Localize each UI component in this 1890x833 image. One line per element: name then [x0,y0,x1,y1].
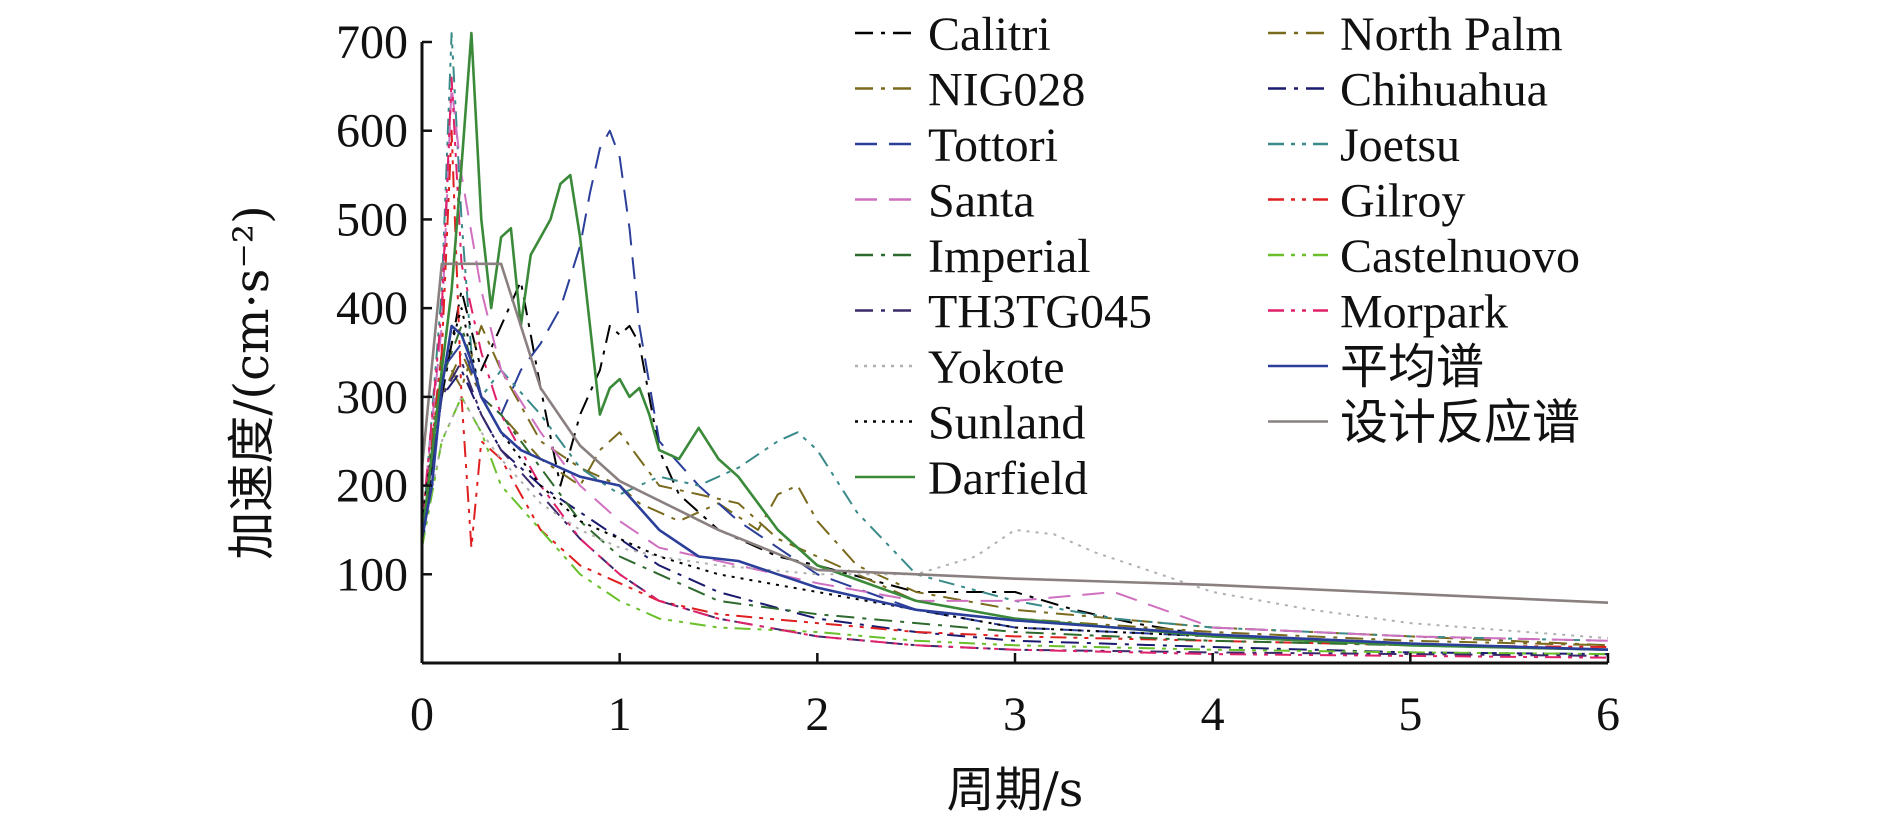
legend-label: Gilroy [1340,175,1465,228]
legend-label: 平均谱 [1340,341,1484,394]
series-line [421,280,1609,651]
series-lines [420,31,1609,659]
y-tick-label: 600 [336,105,408,158]
tick-labels: 0 1 2 3 4 5 6 100 200 300 400 500 600 700 [336,16,1620,741]
legend-label: Darfield [928,452,1088,505]
legend: CalitriNIG028TottoriSantaImperialTH3TG04… [855,8,1580,505]
y-tick-label: 700 [336,16,408,69]
y-axis-title: 加速度/(cm·s⁻²) [224,205,280,560]
y-tick-label: 100 [336,548,408,601]
series-line [421,129,1609,648]
y-tick-label: 300 [336,371,408,424]
legend-label: NIG028 [928,64,1085,117]
legend-label: TH3TG045 [928,286,1152,339]
legend-label: 设计反应谱 [1340,397,1580,450]
x-tick-label: 2 [805,688,829,741]
series-line [420,324,1609,651]
series-line [421,369,1609,656]
legend-label: Calitri [928,8,1051,61]
y-tick-label: 200 [336,460,408,513]
y-tick-label: 400 [336,282,408,335]
series-line [421,360,1609,657]
series-line [420,262,1609,604]
legend-label: Imperial [928,230,1091,283]
series-line [421,395,1609,656]
x-tick-label: 5 [1398,688,1422,741]
series-line [421,307,1609,651]
legend-label: North Palm [1340,8,1563,61]
legend-label: Castelnuovo [1340,230,1580,283]
series-line [421,395,1609,640]
series-line [421,32,1609,642]
legend-label: Morpark [1340,286,1508,339]
legend-label: Yokote [928,341,1065,394]
x-tick-label: 3 [1003,688,1027,741]
series-line [421,85,1609,642]
legend-label: Santa [928,175,1035,228]
x-tick-label: 4 [1201,688,1225,741]
legend-label: Sunland [928,397,1085,450]
x-tick-label: 0 [410,688,434,741]
series-line [421,324,1609,647]
y-tick-label: 500 [336,193,408,246]
legend-label: Tottori [928,119,1058,172]
legend-label: Joetsu [1340,119,1460,172]
x-tick-label: 6 [1596,688,1620,741]
legend-label: Chihuahua [1340,64,1548,117]
x-axis-title: 周期/s [947,762,1084,818]
x-tick-label: 1 [608,688,632,741]
